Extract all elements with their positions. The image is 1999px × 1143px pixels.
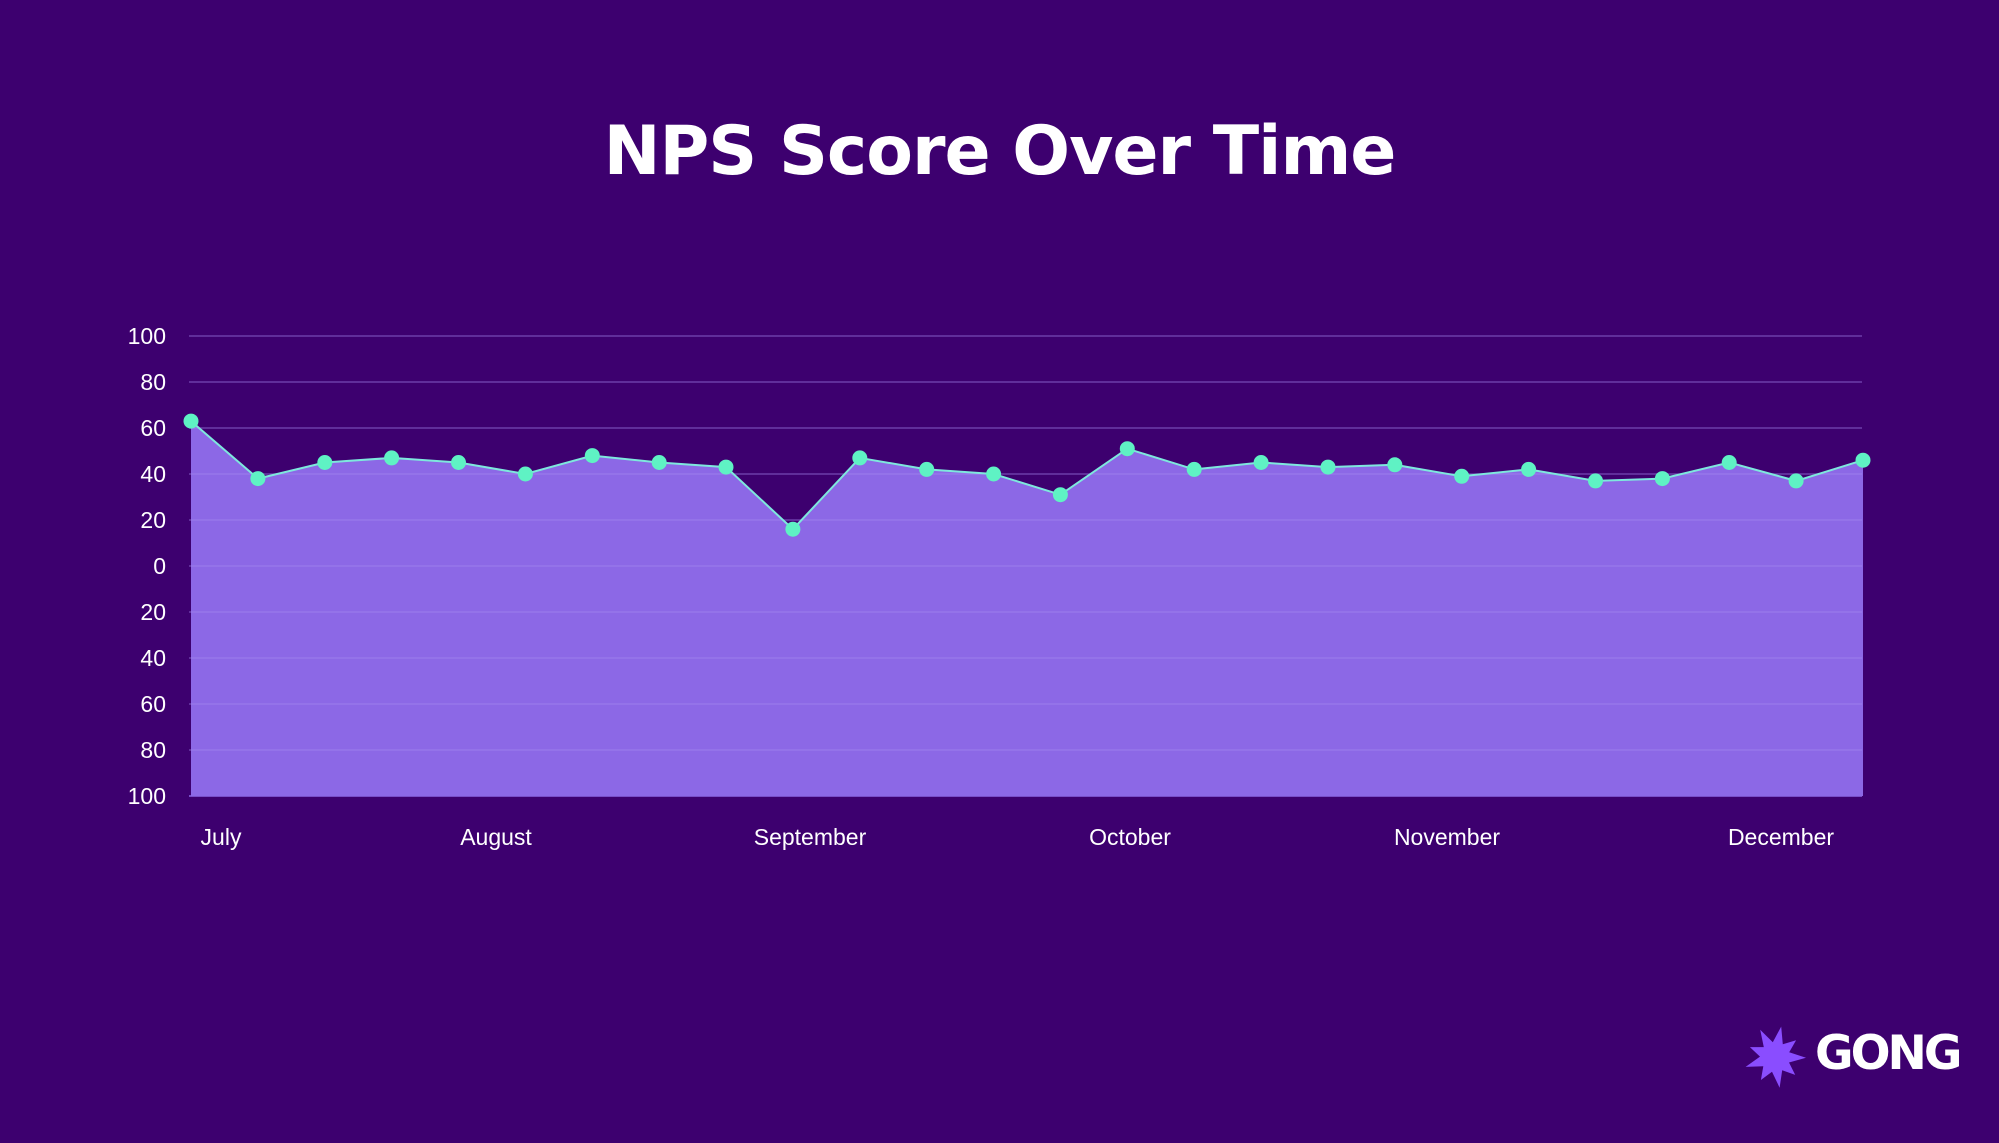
data-point [1721, 455, 1737, 470]
y-tick-label: 60 [140, 691, 166, 717]
x-axis-ticks: July August September October November Decemb… [201, 824, 1835, 850]
data-points [183, 413, 1871, 537]
series-area [191, 421, 1863, 796]
data-point [1052, 487, 1068, 503]
data-point [852, 450, 868, 466]
data-point [1454, 468, 1470, 484]
y-axis-ticks: 100 80 60 40 20 0 20 40 60 80 100 [128, 323, 166, 809]
starburst-icon [1745, 1026, 1806, 1088]
data-point [651, 455, 667, 470]
x-tick-label: July [201, 824, 242, 850]
data-point [451, 455, 466, 470]
data-point [517, 466, 533, 482]
y-tick-label: 20 [140, 599, 166, 625]
x-tick-label: December [1728, 824, 1834, 850]
x-tick-label: October [1089, 824, 1171, 850]
x-tick-label: November [1394, 824, 1500, 850]
data-point [986, 466, 1002, 482]
data-point [1253, 455, 1269, 470]
y-tick-label: 80 [140, 737, 166, 763]
series-line [190, 420, 1864, 531]
area-layer [189, 335, 1863, 797]
y-tick-label: 100 [128, 323, 166, 349]
data-point [250, 471, 266, 487]
data-point [1387, 457, 1403, 473]
y-tick-label: 40 [140, 645, 166, 671]
data-point [919, 461, 935, 477]
y-tick-label: 20 [140, 507, 166, 533]
x-tick-label: August [460, 824, 532, 850]
gong-logo: GONG [1745, 1022, 1962, 1092]
data-point [1320, 459, 1336, 475]
logo-text: GONG [1815, 1026, 1962, 1081]
series-line-layer [190, 420, 1864, 531]
data-point [384, 450, 400, 466]
data-point [183, 413, 199, 429]
data-point [718, 459, 734, 475]
y-tick-label: 80 [140, 369, 166, 395]
data-point [584, 448, 600, 464]
data-point [1186, 461, 1202, 477]
y-tick-label: 0 [153, 553, 166, 579]
data-point [1119, 441, 1135, 457]
data-point [1588, 473, 1603, 489]
data-point [317, 455, 333, 470]
data-point [1654, 471, 1670, 487]
y-tick-label: 60 [140, 415, 166, 441]
data-point [1855, 452, 1871, 468]
chart-title: NPS Score Over Time [603, 112, 1397, 191]
data-point [785, 521, 801, 537]
y-tick-label: 100 [128, 783, 166, 809]
x-tick-label: September [754, 824, 867, 850]
data-point [1521, 461, 1537, 477]
grid-lines-overlay [189, 335, 1862, 797]
data-point [1788, 473, 1804, 489]
y-tick-label: 40 [140, 461, 166, 487]
